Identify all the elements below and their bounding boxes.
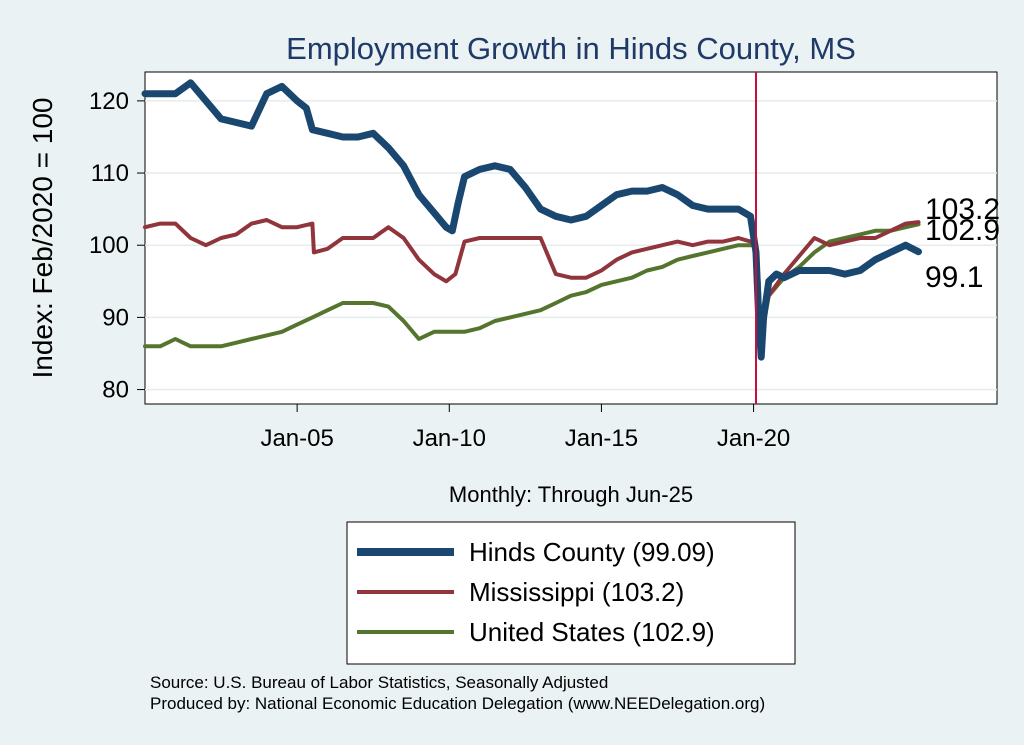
- legend-label-1: Mississippi (103.2): [469, 577, 684, 607]
- legend: Hinds County (99.09) Mississippi (103.2) U…: [357, 537, 715, 647]
- x-axis-ticks: Jan-05 Jan-10 Jan-15 Jan-20: [260, 404, 790, 452]
- source-line-2: Produced by: National Economic Education…: [150, 694, 765, 713]
- y-tick-label-80: 80: [102, 377, 129, 404]
- y-tick-label-120: 120: [89, 88, 129, 115]
- x-axis-title: Monthly: Through Jun-25: [449, 482, 693, 507]
- end-label-0: 103.2: [925, 193, 1000, 226]
- legend-label-2: United States (102.9): [469, 617, 715, 647]
- end-label-2: 99.1: [925, 261, 983, 294]
- chart-title: Employment Growth in Hinds County, MS: [286, 31, 856, 66]
- source-line-1: Source: U.S. Bureau of Labor Statistics,…: [150, 673, 608, 692]
- x-tick-label-Jan-20: Jan-20: [717, 425, 790, 452]
- y-axis-title: Index: Feb/2020 = 100: [27, 98, 58, 379]
- y-tick-label-110: 110: [91, 160, 129, 187]
- series-lines: [141, 79, 922, 361]
- series-line-0: [141, 79, 922, 361]
- gridlines: [145, 100, 997, 391]
- x-tick-label-Jan-05: Jan-05: [260, 425, 333, 452]
- y-tick-label-100: 100: [89, 232, 129, 259]
- series-line-1: [143, 218, 921, 349]
- x-tick-label-Jan-10: Jan-10: [413, 425, 486, 452]
- end-label-1: 102.9: [925, 214, 1000, 247]
- x-tick-label-Jan-15: Jan-15: [565, 425, 638, 452]
- legend-label-0: Hinds County (99.09): [469, 537, 715, 567]
- y-tick-label-90: 90: [102, 304, 129, 331]
- y-axis-ticks: 80 90 100 110 120: [89, 88, 145, 404]
